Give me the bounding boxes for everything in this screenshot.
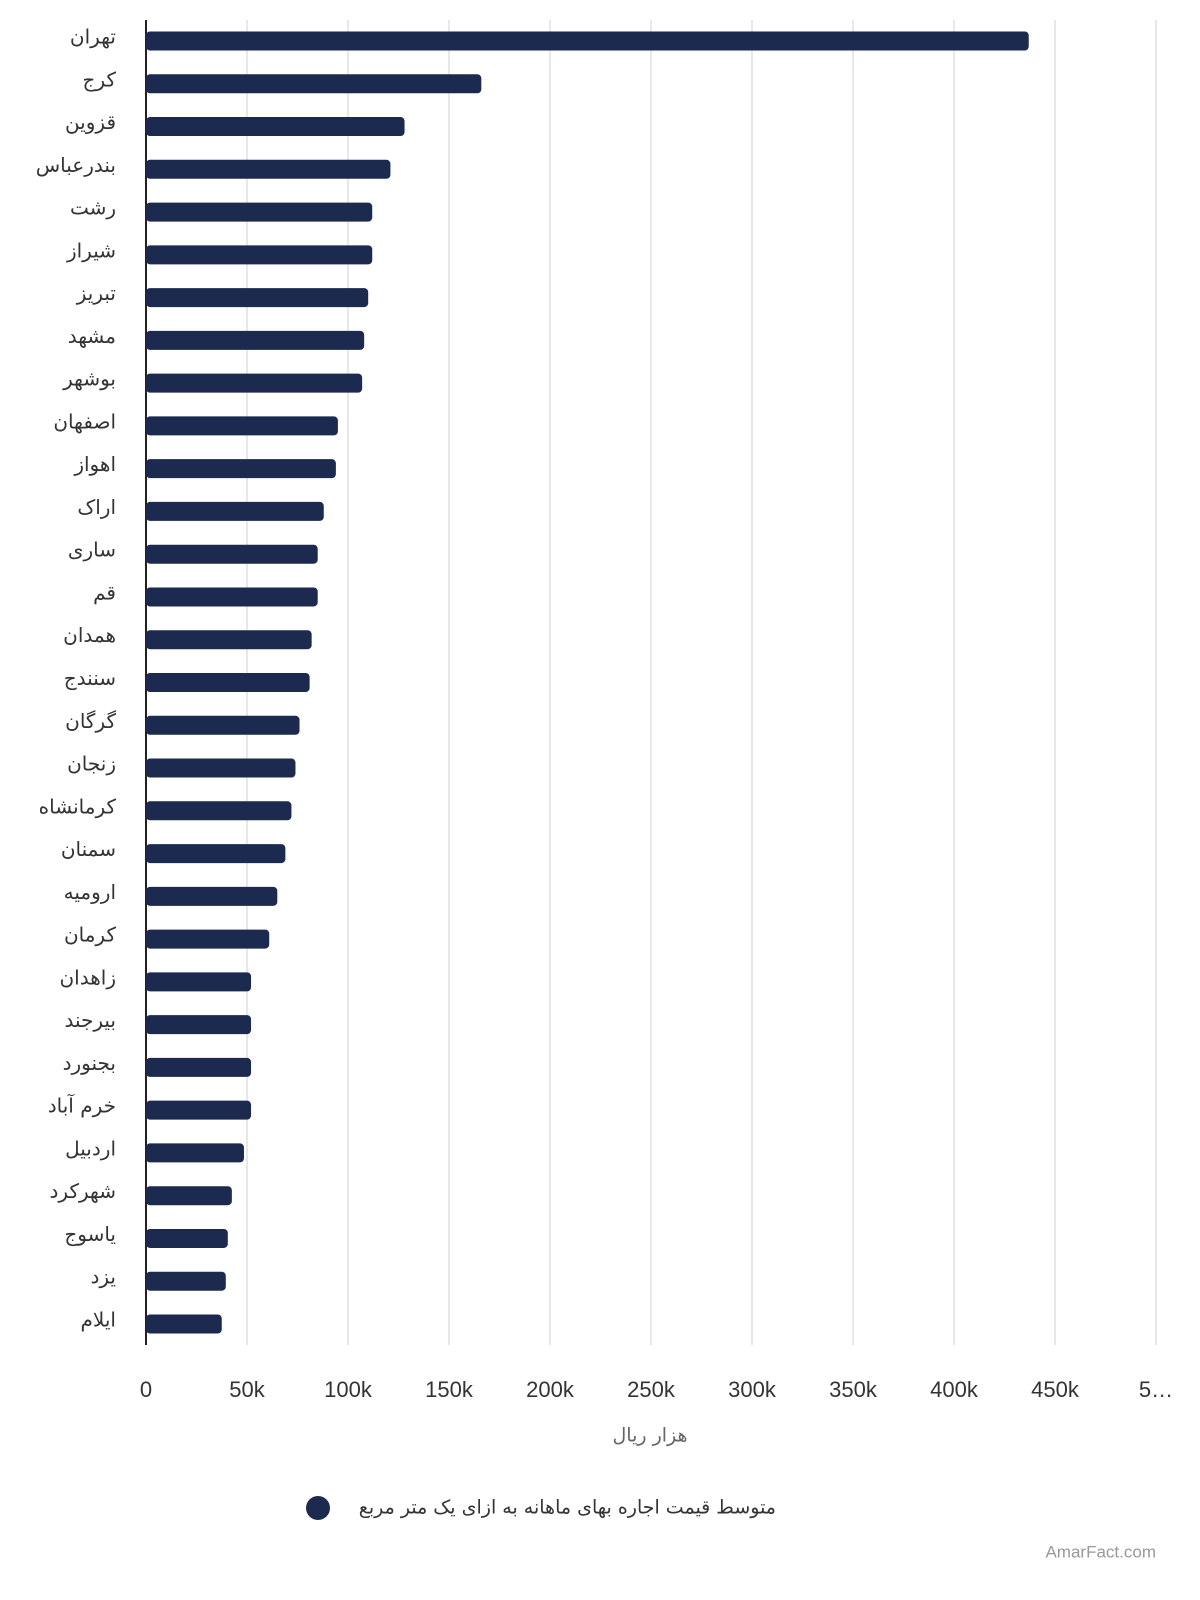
y-tick-label: قزوین [65,110,116,134]
bar [146,929,270,949]
y-tick-label: ارومیه [64,880,116,904]
bar [146,1057,252,1077]
y-tick-label: اصفهان [53,409,116,433]
bar [146,74,482,94]
x-tick-label: 400k [930,1377,979,1402]
y-tick-label: اراک [77,495,116,519]
x-tick-label: 350k [829,1377,878,1402]
y-tick-label: تبریز [76,281,116,305]
y-tick-label: اردبیل [65,1136,116,1160]
x-tick-label: 300k [728,1377,777,1402]
bar [146,972,252,992]
y-tick-label: گرگان [65,709,116,733]
bar [146,202,373,222]
bar [146,373,363,393]
y-tick-label: ساری [68,538,116,562]
y-tick-label: سمنان [61,837,116,861]
x-tick-label: 5… [1139,1377,1173,1402]
bar [146,1186,232,1206]
y-tick-label: شیراز [66,238,116,262]
bar [146,844,286,864]
bar [146,1271,226,1291]
bar [146,673,310,692]
legend-marker [306,1496,330,1520]
y-tick-label: یاسوج [64,1222,116,1246]
x-tick-label: 450k [1031,1377,1080,1402]
bar [146,1100,252,1120]
bar [146,159,391,179]
bar [146,758,296,778]
y-tick-label: کرمان [64,923,117,947]
x-tick-label: 150k [425,1377,474,1402]
bar [146,886,278,906]
y-tick-label: قم [93,580,116,604]
bar [146,587,318,607]
y-tick-label: ایلام [81,1308,116,1332]
bar [146,801,292,821]
x-tick-label: 50k [229,1377,265,1402]
x-tick-label: 200k [526,1377,575,1402]
y-tick-label: زاهدان [59,965,116,989]
bar [146,715,300,735]
bar [146,288,369,308]
bar [146,459,336,479]
bar [146,1228,228,1248]
y-tick-label: مشهد [68,324,116,348]
bar [146,1143,244,1163]
watermark: AmarFact.com [1045,1542,1156,1561]
x-tick-label: 0 [140,1377,152,1402]
bar [146,501,324,521]
y-tick-label: خرم آباد [48,1093,116,1118]
bar [146,245,373,265]
y-tick-label: بوشهر [62,367,116,391]
y-tick-label: تهران [70,25,116,49]
y-tick-label: کرج [83,67,117,91]
y-tick-label: یزد [90,1265,116,1289]
y-tick-label: شهرکرد [50,1179,116,1203]
y-tick-label: بندرعباس [36,153,116,177]
y-tick-label: زنجان [67,752,116,776]
y-tick-label: سنندج [64,666,116,690]
x-tick-label: 100k [324,1377,373,1402]
x-axis-title: هزار ریال [612,1425,687,1447]
bar [146,1314,222,1334]
y-tick-label: کرمانشاه [39,794,117,818]
bar [146,117,405,137]
y-tick-label: بیرجند [64,1008,116,1032]
bar [146,630,312,650]
y-tick-label: همدان [63,623,116,647]
bar [146,544,318,564]
y-tick-label: اهواز [73,452,116,476]
legend-label: متوسط قیمت اجاره بهای ماهانه به ازای یک … [359,1497,776,1519]
bar [146,1015,252,1035]
y-tick-label: رشت [70,196,116,220]
bar [146,416,338,436]
bar [146,31,1029,51]
x-tick-label: 250k [627,1377,676,1402]
y-tick-label: بجنورد [63,1051,116,1075]
bar [146,330,365,350]
